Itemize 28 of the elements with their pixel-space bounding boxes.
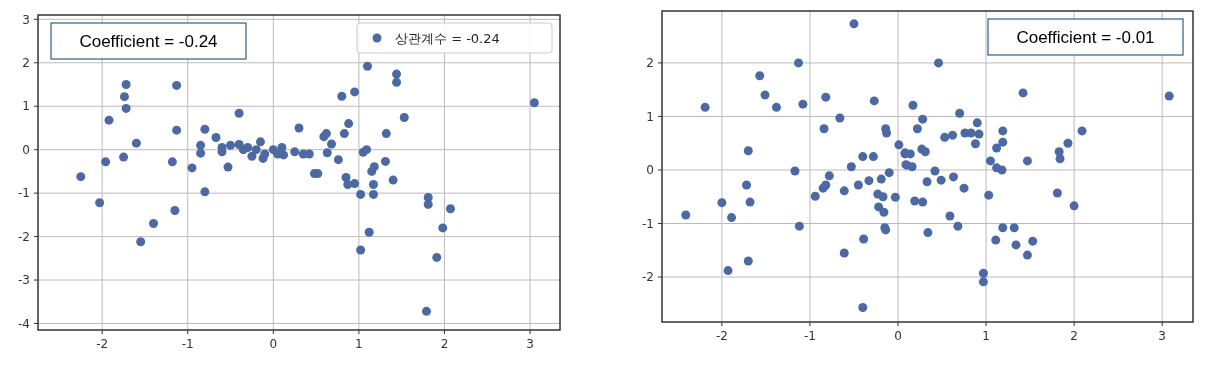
x-tick-label: 1	[982, 329, 990, 343]
annotation: Coefficient = -0.01	[1016, 27, 1155, 47]
y-tick-label: -2	[642, 270, 654, 285]
y-tick-label: 2	[22, 55, 30, 70]
x-tick-label: 3	[526, 337, 534, 351]
x-tick-label: 3	[1158, 329, 1166, 343]
y-tick-label: 0	[646, 163, 654, 178]
y-tick-label: 2	[646, 56, 654, 71]
x-tick-label: -1	[803, 329, 816, 343]
y-tick-label: 1	[646, 109, 654, 124]
x-tick-label: 2	[1070, 329, 1078, 343]
x-tick-label: -1	[181, 337, 194, 351]
y-tick-label: 0	[22, 142, 30, 157]
x-tick-label: -2	[96, 337, 109, 351]
y-tick-label: -1	[18, 186, 30, 201]
y-tick-label: -3	[18, 273, 30, 288]
legend-label: 상관계수 = -0.24	[395, 30, 500, 46]
y-tick-label: -4	[18, 316, 30, 331]
y-tick-label: -1	[642, 216, 654, 231]
y-tick-label: -2	[18, 229, 30, 244]
x-tick-label: 0	[269, 337, 278, 351]
x-tick-label: 1	[355, 337, 363, 351]
annotation: Coefficient = -0.24	[79, 31, 218, 51]
x-tick-label: 0	[894, 329, 902, 343]
x-tick-label: -2	[715, 329, 728, 343]
y-tick-label: 3	[22, 12, 30, 27]
x-tick-label: 2	[440, 337, 449, 351]
y-tick-label: 1	[22, 99, 30, 114]
